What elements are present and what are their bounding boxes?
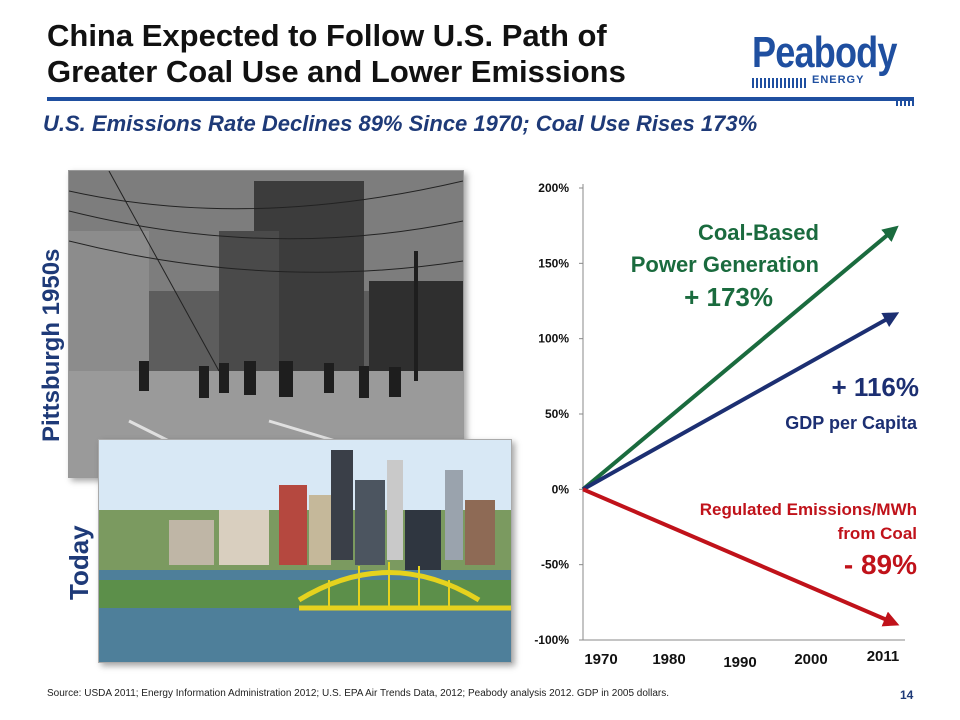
x-tick-label: 1990 bbox=[723, 654, 756, 671]
gdp-series-label: GDP per Capita bbox=[785, 413, 918, 433]
photo-label-pittsburgh-1950s: Pittsburgh 1950s bbox=[38, 248, 65, 442]
title-rule-ticks bbox=[896, 98, 916, 106]
coal-series-label: Power Generation bbox=[631, 252, 819, 277]
y-tick-label: 0% bbox=[552, 482, 570, 496]
title-line-2: Greater Coal Use and Lower Emissions bbox=[47, 54, 626, 89]
y-tick-label: 50% bbox=[545, 407, 569, 421]
logo-stripes bbox=[752, 78, 808, 88]
coal-series-label: Coal-Based bbox=[698, 220, 819, 245]
logo-wordmark: Peabody bbox=[752, 28, 897, 77]
y-tick-label: -50% bbox=[541, 558, 569, 572]
peabody-logo: Peabody ENERGY bbox=[752, 28, 920, 108]
series-line-2 bbox=[582, 487, 900, 627]
logo-energy-text: ENERGY bbox=[812, 74, 865, 86]
coal-value-label: + 173% bbox=[684, 282, 773, 312]
title-line-1: China Expected to Follow U.S. Path of bbox=[47, 18, 607, 53]
gdp-value-label: + 116% bbox=[832, 372, 919, 402]
page-number: 14 bbox=[900, 688, 914, 702]
pittsburgh-1950s-photo bbox=[68, 170, 464, 478]
slide-subtitle: U.S. Emissions Rate Declines 89% Since 1… bbox=[43, 111, 758, 136]
photo-label-today: Today bbox=[64, 525, 94, 600]
title-rule bbox=[47, 97, 914, 101]
trend-chart: 200% 150% 100% 50% 0% -50% -100% 1970 1980 1990 20… bbox=[534, 181, 919, 671]
chart-axes: 200% 150% 100% 50% 0% -50% -100% 1970 1980 1990 20… bbox=[534, 181, 905, 671]
x-tick-label: 1970 bbox=[584, 651, 617, 668]
y-tick-label: 150% bbox=[538, 256, 569, 270]
source-footnote: Source: USDA 2011; Energy Information Ad… bbox=[47, 688, 670, 699]
y-tick-label: 200% bbox=[538, 181, 569, 195]
series-line-1 bbox=[582, 312, 900, 492]
pittsburgh-today-photo bbox=[98, 439, 512, 663]
emissions-value-label: - 89% bbox=[844, 549, 917, 580]
emissions-series-label: Regulated Emissions/MWh bbox=[700, 500, 917, 519]
y-tick-label: -100% bbox=[534, 633, 569, 647]
chart-labels: Coal-Based Power Generation + 173% + 116% GD… bbox=[631, 220, 919, 580]
x-tick-label: 2011 bbox=[867, 648, 900, 665]
chart-series bbox=[581, 225, 900, 627]
x-tick-label: 1980 bbox=[652, 651, 685, 668]
y-tick-label: 100% bbox=[538, 332, 569, 346]
x-tick-label: 2000 bbox=[794, 651, 827, 668]
slide-title: China Expected to Follow U.S. Path of Gr… bbox=[47, 18, 727, 90]
series-line-0 bbox=[581, 225, 899, 491]
emissions-series-label: from Coal bbox=[838, 524, 917, 543]
